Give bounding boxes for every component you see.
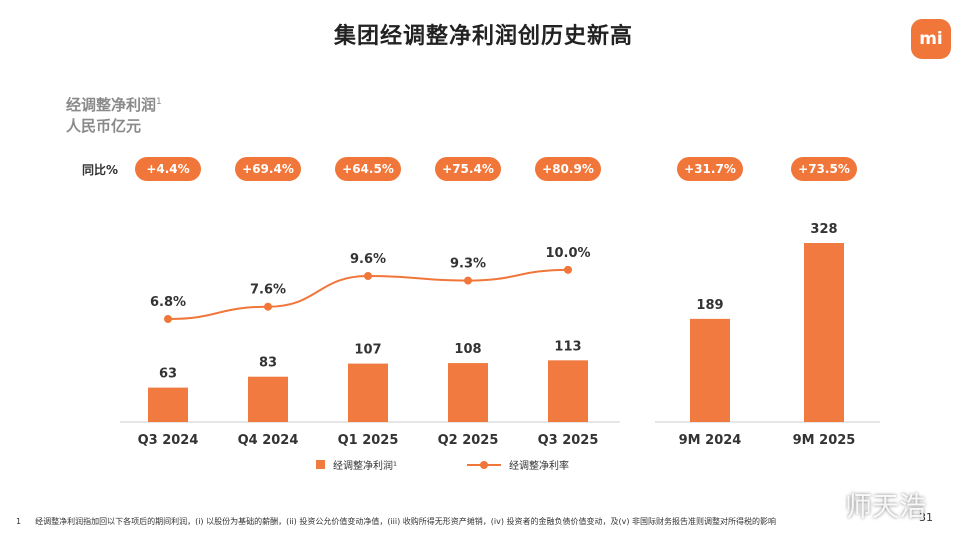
- yoy-pill-quarterly-1: +69.4%: [235, 157, 301, 181]
- page-number: 31: [919, 511, 933, 524]
- x-tick-label-2: Q1 2025: [338, 433, 399, 448]
- watermark: 师天浩: [845, 492, 926, 523]
- legend-line: 经调整净利率: [467, 457, 569, 472]
- footnote-text: 经调整净利润指加回以下各项后的期间利润，(i) 以股份为基础的薪酬，(ii) 投…: [35, 517, 777, 526]
- margin-point-0: [164, 315, 172, 323]
- page-title: 集团经调整净利润创历史新高: [333, 24, 633, 49]
- bar-9m-2024: [690, 318, 730, 422]
- legend-bar: 经调整净利润¹: [316, 457, 397, 472]
- bar-q3-2025: [548, 360, 588, 422]
- yoy-label: 同比%: [82, 163, 119, 177]
- logo-text: mi: [919, 29, 943, 49]
- margin-label-3: 9.3%: [450, 257, 486, 272]
- margin-point-4: [564, 265, 572, 274]
- x-tick-label-3: Q2 2025: [438, 433, 499, 448]
- x-tick-label-1: Q4 2024: [238, 433, 299, 448]
- yoy-pill-quarterly-4: +80.9%: [535, 157, 601, 181]
- metric-title-superscript: 1: [156, 97, 162, 107]
- margin-point-2: [364, 272, 372, 280]
- legend-line-label: 经调整净利率: [509, 461, 569, 472]
- margin-point-1: [264, 302, 272, 311]
- footnote: 1 经调整净利润指加回以下各项后的期间利润，(i) 以股份为基础的薪酬，(ii) …: [16, 516, 776, 527]
- yoy-pill-quarterly-0: +4.4%: [135, 157, 201, 181]
- x-tick-label-9m-0: 9M 2024: [679, 433, 742, 448]
- bar-label-1: 83: [259, 356, 277, 371]
- margin-label-4: 10.0%: [545, 246, 590, 261]
- yoy-pill-quarterly-3: +75.4%: [435, 157, 501, 181]
- bar-label-4: 113: [554, 339, 581, 354]
- bar-label-0: 63: [159, 367, 177, 382]
- bar-q3-2024: [148, 387, 188, 422]
- x-tick-label-9m-1: 9M 2025: [793, 433, 856, 448]
- bar-9m-2025: [804, 243, 844, 422]
- legend-line-swatch: [467, 460, 501, 470]
- unit-label: 人民币亿元: [66, 117, 142, 135]
- bar-q1-2025: [348, 363, 388, 422]
- margin-point-3: [464, 276, 472, 285]
- bar-label-3: 108: [454, 342, 481, 357]
- bar-label-9m-0: 189: [696, 298, 723, 313]
- margin-label-1: 7.6%: [250, 283, 286, 298]
- bar-label-2: 107: [354, 343, 381, 358]
- bar-q2-2025: [448, 363, 488, 422]
- yoy-pill-quarterly-2: +64.5%: [335, 157, 401, 181]
- metric-title: 经调整净利润1: [66, 94, 162, 115]
- yoy-pill-9m-1: +73.5%: [791, 157, 857, 181]
- footnote-number: 1: [16, 517, 22, 526]
- bar-q4-2024: [248, 376, 288, 422]
- legend-bar-swatch: [316, 460, 325, 469]
- yoy-pill-9m-0: +31.7%: [677, 157, 743, 181]
- metric-title-text: 经调整净利润: [66, 96, 157, 114]
- bar-label-9m-1: 328: [810, 222, 837, 237]
- margin-label-2: 9.6%: [350, 252, 386, 267]
- xiaomi-logo-icon: mi: [911, 19, 951, 59]
- x-tick-label-0: Q3 2024: [138, 433, 199, 448]
- x-tick-label-4: Q3 2025: [538, 433, 599, 448]
- legend-bar-label: 经调整净利润¹: [333, 461, 398, 472]
- margin-label-0: 6.8%: [150, 295, 186, 310]
